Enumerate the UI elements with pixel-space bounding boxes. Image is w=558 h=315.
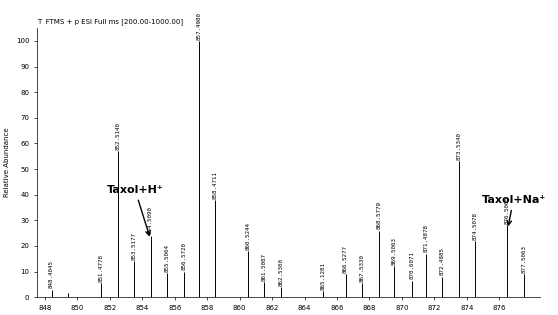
Text: 855.5064: 855.5064: [164, 243, 169, 272]
Text: 876.5065: 876.5065: [505, 196, 510, 224]
Text: 860.5244: 860.5244: [246, 222, 251, 250]
Text: Taxol+Na⁺: Taxol+Na⁺: [482, 195, 546, 225]
Text: 856.5720: 856.5720: [181, 242, 186, 270]
Text: 870.6071: 870.6071: [409, 251, 414, 279]
Y-axis label: Relative Abundance: Relative Abundance: [4, 128, 10, 198]
Text: 861.5087: 861.5087: [262, 253, 267, 281]
Text: T  FTMS + p ESI Full ms [200.00-1000.00]: T FTMS + p ESI Full ms [200.00-1000.00]: [37, 19, 183, 26]
Text: 848.4045: 848.4045: [49, 260, 54, 288]
Text: 872.4885: 872.4885: [440, 247, 445, 275]
Text: 868.5779: 868.5779: [376, 201, 381, 229]
Text: 867.5330: 867.5330: [359, 254, 364, 282]
Text: 854.5090: 854.5090: [148, 206, 153, 234]
Text: 869.5063: 869.5063: [391, 237, 396, 265]
Text: 871.4878: 871.4878: [424, 224, 429, 252]
Text: 853.5177: 853.5177: [132, 232, 137, 260]
Text: Taxol+H⁺: Taxol+H⁺: [107, 185, 163, 235]
Text: 852.5140: 852.5140: [116, 122, 121, 150]
Text: 858.4711: 858.4711: [213, 170, 218, 198]
Text: 862.5300: 862.5300: [278, 258, 283, 286]
Text: 877.5063: 877.5063: [521, 245, 526, 273]
Text: 865.1281: 865.1281: [320, 261, 325, 289]
Text: 874.5078: 874.5078: [473, 212, 478, 239]
Text: 866.5277: 866.5277: [343, 245, 348, 273]
Text: 873.5340: 873.5340: [457, 132, 461, 160]
Text: 857.4980: 857.4980: [196, 12, 201, 40]
Text: 851.4778: 851.4778: [99, 254, 104, 282]
